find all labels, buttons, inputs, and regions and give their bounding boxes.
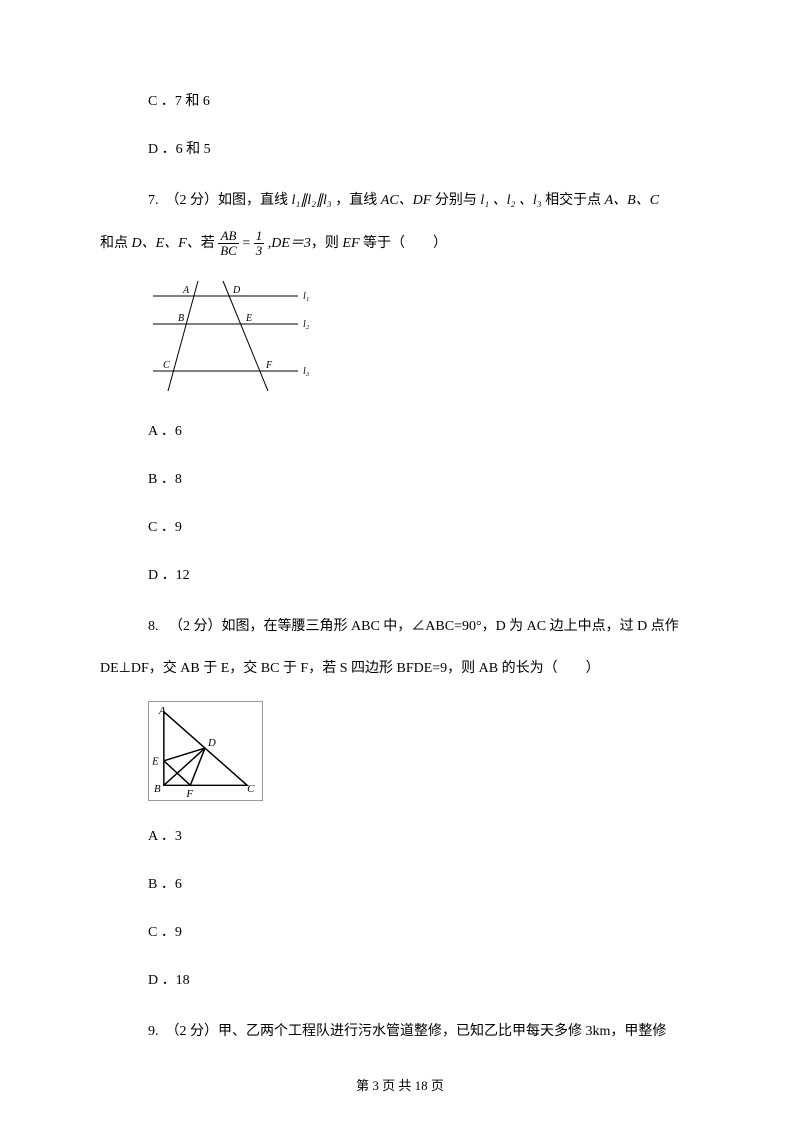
svg-text:C: C — [247, 783, 255, 795]
q7-option-a: A ．6 — [100, 420, 700, 440]
q7-text-cont: 和点 D、E、F、若 ABBC = 13 ,DE＝3，则 EF 等于（ ） — [100, 229, 700, 260]
svg-text:l₁: l₁ — [303, 291, 309, 302]
q7-de: ,DE＝3 — [264, 236, 311, 251]
q7-option-c: C ．9 — [100, 516, 700, 536]
svg-text:F: F — [265, 360, 273, 371]
frac-den: 3 — [254, 244, 265, 258]
q7-option-b: B ．8 — [100, 468, 700, 488]
q7-t2: ，直线 — [332, 193, 381, 208]
q8-text: 8. （2 分）如图，在等腰三角形 ABC 中，∠ABC=90°，D 为 AC … — [100, 612, 700, 643]
q7-parallel: l₁∥l₂∥l₃ — [292, 193, 332, 208]
q9-body: 甲、乙两个工程队进行污水管道整修，已知乙比甲每天多修 3km，甲整修 — [218, 1024, 666, 1039]
q7-lines: AC、DF — [381, 193, 432, 208]
svg-text:A: A — [182, 285, 190, 296]
q7-cont1: 和点 — [100, 236, 132, 251]
q7-points: （2 分） — [166, 193, 219, 208]
q7-cont3: ，则 — [311, 236, 343, 251]
page-footer: 第 3 页 共 18 页 — [0, 1075, 800, 1094]
q8-option-d: D ．18 — [100, 969, 700, 989]
q8-number: 8. — [148, 619, 159, 634]
svg-text:E: E — [151, 756, 159, 768]
q7-ef: EF — [342, 236, 359, 251]
q7-pts1: A、B、C — [605, 193, 659, 208]
q6-option-d: D ．6 和 5 — [100, 138, 700, 158]
q8-text1: 如图，在等腰三角形 ABC 中，∠ABC=90°，D 为 AC 边上中点，过 D… — [222, 619, 679, 634]
q8-option-c: C ．9 — [100, 921, 700, 941]
q9-points: （2 分） — [166, 1024, 219, 1039]
svg-text:E: E — [245, 313, 252, 324]
svg-text:B: B — [178, 313, 184, 324]
q7-lset: l₁ 、l₂ 、l₃ — [480, 193, 541, 208]
svg-text:l₃: l₃ — [303, 366, 310, 377]
svg-text:F: F — [185, 788, 193, 800]
q7-figure: A B C D E F l₁ l₂ l₃ — [148, 276, 700, 396]
q8-figure: A B C D E F — [148, 701, 700, 801]
q8-option-b: B ．6 — [100, 873, 700, 893]
svg-text:l₂: l₂ — [303, 319, 310, 330]
svg-text:A: A — [158, 705, 166, 717]
frac-num: AB — [218, 229, 239, 244]
frac-den: BC — [218, 244, 239, 258]
svg-text:D: D — [232, 285, 241, 296]
q9-number: 9. — [148, 1024, 159, 1039]
frac-num: 1 — [254, 229, 265, 244]
q7-t1: 如图，直线 — [218, 193, 292, 208]
q7-cont4: 等于（ ） — [360, 236, 448, 251]
svg-text:C: C — [163, 360, 170, 371]
q7-t3: 分别与 — [431, 193, 480, 208]
q8-points: （2 分） — [169, 619, 222, 634]
q7-frac2: 13 — [254, 229, 265, 259]
q8-text2: DE⊥DF，交 AB 于 E，交 BC 于 F，若 S 四边形 BFDE=9，则… — [100, 654, 700, 685]
q7-number: 7. — [148, 193, 159, 208]
q7-text: 7. （2 分）如图，直线 l₁∥l₂∥l₃ ，直线 AC、DF 分别与 l₁ … — [100, 186, 700, 217]
q7-option-d: D ．12 — [100, 564, 700, 584]
q9-text: 9. （2 分）甲、乙两个工程队进行污水管道整修，已知乙比甲每天多修 3km，甲… — [100, 1017, 700, 1048]
q7-frac1: ABBC — [218, 229, 239, 259]
q7-eq: = — [239, 236, 254, 251]
q6-option-c: C ．7 和 6 — [100, 90, 700, 110]
q8-option-a: A ．3 — [100, 825, 700, 845]
q7-t4: 相交于点 — [542, 193, 605, 208]
svg-text:D: D — [207, 737, 216, 749]
q7-pts2: D、E、F、 — [132, 236, 201, 251]
svg-text:B: B — [154, 783, 161, 795]
q7-cont2: 若 — [201, 236, 219, 251]
